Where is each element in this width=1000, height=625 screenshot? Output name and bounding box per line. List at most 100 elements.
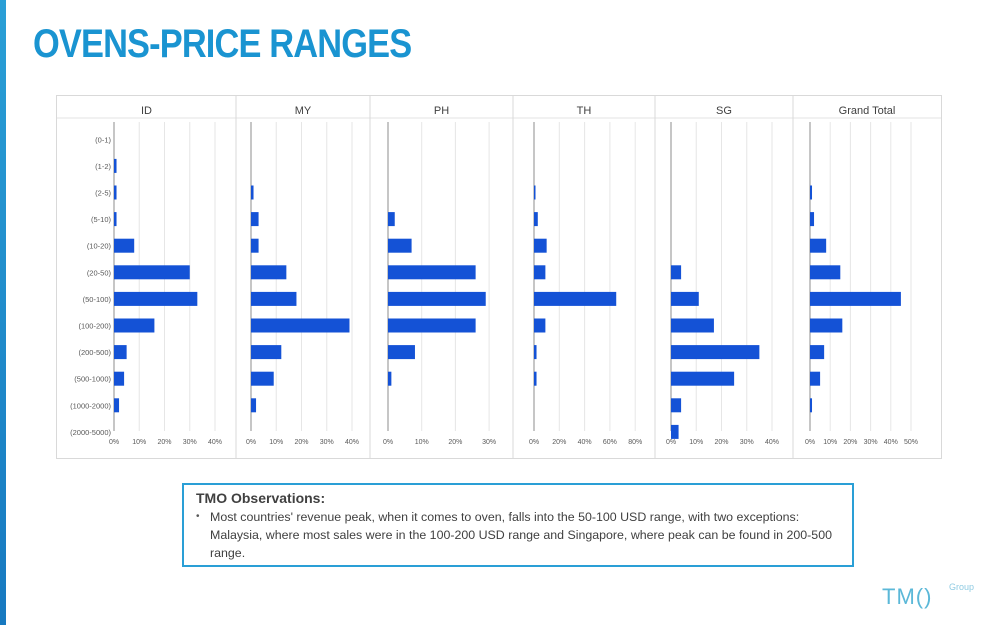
bar (810, 265, 841, 280)
tick-label: 50% (904, 439, 918, 446)
chart-canvas: (0-1) (1-2) (2-5) (5-10) (10-20) (20-50) (50-1… (57, 96, 941, 458)
tick-label: 10% (269, 439, 283, 446)
observation-item: • Most countries' revenue peak, when it … (196, 508, 838, 562)
tick-label: 30% (482, 439, 496, 446)
bar (810, 318, 843, 333)
bar (388, 345, 415, 360)
bar (534, 318, 546, 333)
tick-label: 20% (843, 439, 857, 446)
bar (251, 318, 350, 333)
bar (388, 371, 392, 386)
tick-label: 10% (132, 439, 146, 446)
bar (671, 318, 714, 333)
tick-label: 30% (740, 439, 754, 446)
bar (534, 371, 537, 386)
bar (251, 238, 259, 253)
category-label: (100-200) (78, 322, 111, 331)
bar (671, 291, 699, 306)
bar (114, 238, 135, 253)
tick-label: 0% (529, 439, 539, 446)
tick-label: 0% (383, 439, 393, 446)
tick-label: 80% (628, 439, 642, 446)
bar (251, 185, 254, 200)
category-label: (2000-5000) (70, 428, 111, 437)
tmo-logo: TM() Group (882, 582, 982, 610)
bar (810, 291, 901, 306)
tick-label: 20% (448, 439, 462, 446)
category-label: (5-10) (91, 215, 112, 224)
panel-header: TH (577, 105, 592, 117)
bar (388, 265, 476, 280)
tick-label: 0% (666, 439, 676, 446)
bullet-icon: • (196, 511, 200, 522)
tick-label: 40% (208, 439, 222, 446)
bar (671, 424, 679, 439)
tick-label: 20% (294, 439, 308, 446)
bar (810, 371, 821, 386)
panel-header: MY (295, 105, 312, 117)
panel-header: Grand Total (839, 105, 896, 117)
bar (810, 398, 813, 413)
bar (251, 212, 259, 227)
bar (114, 212, 117, 227)
bar (251, 398, 257, 413)
category-label: (2-5) (95, 189, 111, 198)
tick-label: 20% (714, 439, 728, 446)
bar (810, 185, 813, 200)
bar (114, 345, 127, 360)
bar (251, 345, 282, 360)
bar (671, 345, 760, 360)
bar (534, 238, 547, 253)
left-accent-bar (0, 0, 6, 625)
observations-title: TMO Observations: (196, 490, 326, 506)
category-label: (500-1000) (74, 375, 111, 384)
tick-label: 10% (689, 439, 703, 446)
bar (671, 371, 735, 386)
bar (388, 212, 395, 227)
category-label: (1000-2000) (70, 401, 111, 410)
tick-label: 60% (603, 439, 617, 446)
page-title: OVENS-PRICE RANGES (33, 22, 412, 66)
tick-label: 20% (157, 439, 171, 446)
tick-label: 30% (183, 439, 197, 446)
category-label: (200-500) (78, 348, 111, 357)
tick-label: 10% (823, 439, 837, 446)
tick-label: 0% (109, 439, 119, 446)
category-label: (20-50) (87, 268, 112, 277)
category-label: (1-2) (95, 162, 111, 171)
category-label: (10-20) (87, 242, 112, 251)
tick-label: 0% (805, 439, 815, 446)
tick-label: 10% (415, 439, 429, 446)
tick-label: 30% (864, 439, 878, 446)
bar (810, 345, 825, 360)
bar (388, 318, 476, 333)
bar (114, 318, 155, 333)
tick-label: 40% (345, 439, 359, 446)
bar (534, 265, 546, 280)
bar (671, 398, 682, 413)
category-label: (50-100) (83, 295, 112, 304)
bar (114, 291, 198, 306)
logo-sub-text: Group (949, 582, 975, 592)
bar (114, 398, 120, 413)
price-range-chart: (0-1) (1-2) (2-5) (5-10) (10-20) (20-50) (50-1… (56, 95, 942, 459)
tick-label: 30% (320, 439, 334, 446)
tick-label: 0% (246, 439, 256, 446)
bar (810, 212, 815, 227)
tick-label: 40% (578, 439, 592, 446)
tick-label: 40% (884, 439, 898, 446)
tick-label: 40% (765, 439, 779, 446)
panel-header: ID (141, 105, 152, 117)
logo-mark: TM() (882, 584, 933, 609)
bar (114, 265, 190, 280)
bar (114, 185, 117, 200)
bar (534, 212, 538, 227)
bar (534, 291, 617, 306)
bar (671, 265, 682, 280)
tick-label: 20% (552, 439, 566, 446)
bar (251, 371, 274, 386)
bar (388, 238, 412, 253)
bar (114, 158, 117, 173)
bar (388, 291, 486, 306)
bar (534, 185, 536, 200)
